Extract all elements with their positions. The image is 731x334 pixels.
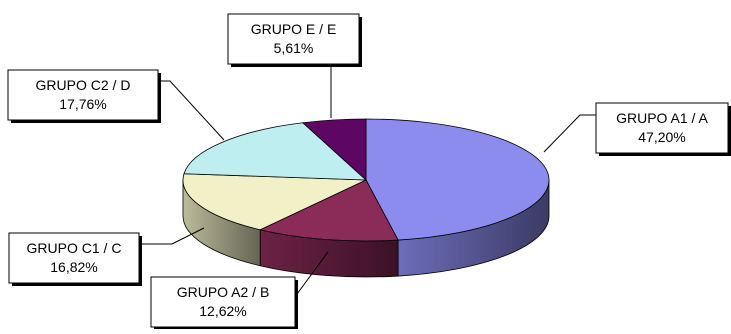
leader-line-grupo-a1-a (543, 114, 596, 153)
data-label-grupo-e-e: GRUPO E / E 5,61% (227, 13, 362, 67)
slice-name-label: GRUPO A2 / B (177, 284, 270, 300)
data-label-box (595, 102, 729, 154)
data-label-box (150, 276, 296, 328)
pie-top-layer (182, 118, 550, 242)
slice-name-label: GRUPO C1 / C (27, 240, 122, 256)
data-label-grupo-a1-a: GRUPO A1 / A 47,20% (595, 102, 731, 156)
data-label-grupo-c1-c: GRUPO C1 / C 16,82% (8, 232, 142, 286)
slice-value-label: 16,82% (50, 259, 97, 275)
leader-line-grupo-c1-c (139, 227, 205, 245)
slice-value-label: 5,61% (274, 40, 314, 56)
pie-slice-grupo-a1-a (365, 118, 550, 241)
data-label-box (8, 232, 140, 284)
pie-slice-grupo-c1-c (182, 173, 367, 231)
slice-value-label: 12,62% (199, 303, 246, 319)
data-labels-layer: GRUPO A1 / A47,20%GRUPO A2 / B12,62%GRUP… (7, 13, 731, 330)
slice-name-label: GRUPO A1 / A (616, 110, 708, 126)
data-label-grupo-a2-b: GRUPO A2 / B 12,62% (150, 276, 298, 330)
data-label-box (227, 13, 360, 65)
data-label-grupo-c2-d: GRUPO C2 / D 17,76% (7, 69, 161, 123)
slice-value-label: 47,20% (638, 129, 685, 145)
leader-line-grupo-c2-d (158, 80, 225, 141)
slice-name-label: GRUPO E / E (251, 21, 337, 37)
pie-slice-grupo-c2-d (183, 122, 368, 181)
pie-slice-grupo-a2-b (258, 179, 399, 242)
data-label-box (7, 69, 159, 121)
slice-name-label: GRUPO C2 / D (36, 77, 131, 93)
slice-value-label: 17,76% (59, 96, 106, 112)
pie-slice-grupo-e-e (301, 118, 367, 181)
